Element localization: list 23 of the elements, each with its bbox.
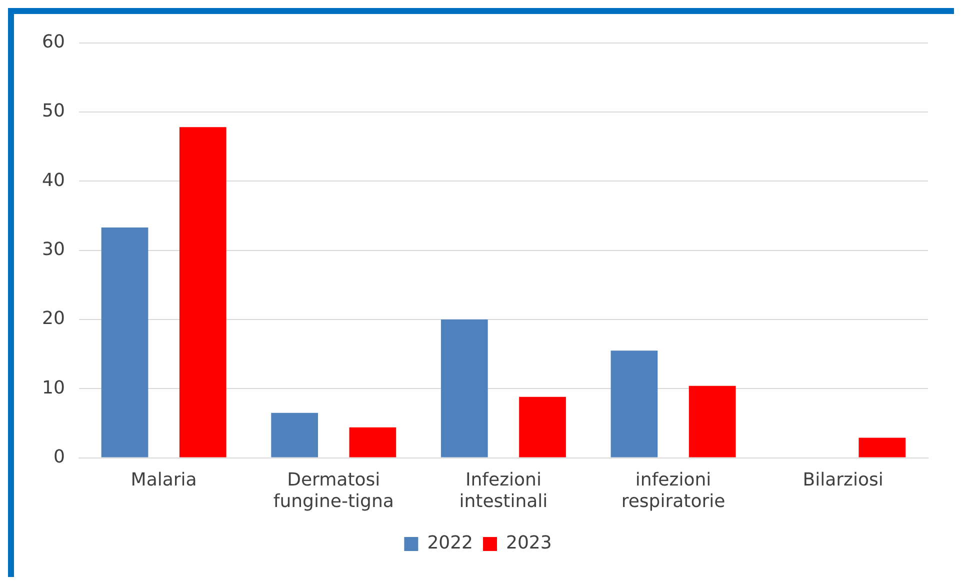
bar <box>440 319 488 458</box>
x-tick-label: Malaria <box>130 469 197 490</box>
legend-label: 2022 <box>427 532 474 554</box>
y-tick-label: 10 <box>42 377 65 398</box>
x-tick-label: Bilarziosi <box>802 469 884 490</box>
bar <box>179 127 226 458</box>
bar <box>349 427 396 458</box>
bar <box>101 227 148 458</box>
y-tick-label: 50 <box>42 100 65 122</box>
x-tick-label: Dermatosi fungine-tigna <box>273 469 394 512</box>
bar <box>610 350 658 458</box>
y-tick-label: 30 <box>42 238 65 260</box>
legend-label: 2023 <box>506 532 552 554</box>
y-tick-label: 40 <box>42 170 65 191</box>
x-tick-label: Infezioni intestinali <box>459 469 548 512</box>
bar <box>858 438 906 458</box>
x-tick-label: infezioni respiratorie <box>621 469 726 512</box>
bar <box>519 396 566 458</box>
y-tick-label: 0 <box>53 446 65 468</box>
y-tick-label: 20 <box>42 308 65 330</box>
y-tick-label: 60 <box>42 31 65 52</box>
bar <box>271 412 318 458</box>
bar <box>688 386 736 458</box>
